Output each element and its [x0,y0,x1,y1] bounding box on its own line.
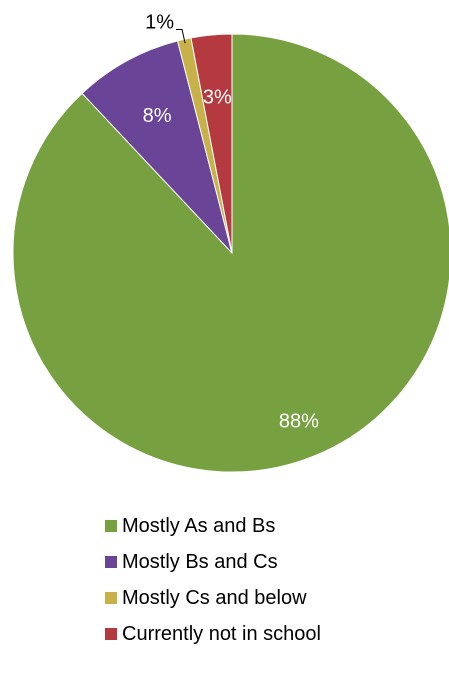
legend-label: Mostly As and Bs [122,514,276,537]
legend-item-2: Mostly Cs and below [105,580,435,616]
pie-slice-1 [81,40,233,254]
pie-slice-0 [12,33,449,473]
data-label-1: 8% [143,105,172,127]
data-label-2: 1% [145,12,174,34]
data-label-3: 3% [203,86,232,108]
pie-slice-3 [190,33,233,254]
legend-swatch [105,592,117,604]
legend-swatch [105,556,117,568]
legend-swatch [105,628,117,640]
chart-legend: Mostly As and Bs Mostly Bs and Cs Mostly C… [105,508,435,652]
pie-chart: 88% 8% 1% 3% [12,12,449,473]
legend-item-0: Mostly As and Bs [105,508,435,544]
legend-item-1: Mostly Bs and Cs [105,544,435,580]
legend-label: Mostly Cs and below [122,586,307,609]
legend-label: Mostly Bs and Cs [122,550,278,573]
data-label-0: 88% [279,410,319,432]
legend-item-3: Currently not in school [105,616,435,652]
legend-label: Currently not in school [122,622,321,645]
leader-line-2 [176,29,186,44]
legend-swatch [105,520,117,532]
